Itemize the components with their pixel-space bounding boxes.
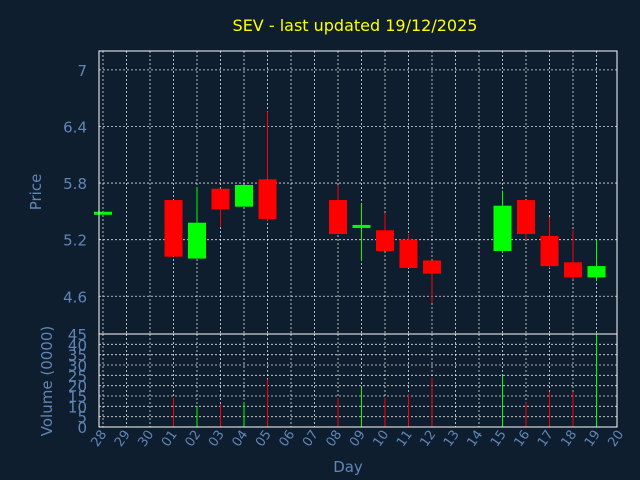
candle-body xyxy=(258,179,277,219)
candle-04 xyxy=(235,184,253,207)
candle-body xyxy=(587,266,606,278)
candle-body xyxy=(540,235,559,267)
volume-y-tick-label: 45 xyxy=(68,326,87,344)
volume-y-tick-label: 10 xyxy=(68,398,87,416)
price-y-tick-label: 5.2 xyxy=(63,232,87,250)
volume-panel-frame xyxy=(98,333,618,428)
candle-body xyxy=(164,200,183,257)
candles xyxy=(94,111,606,303)
volume-y-tick-label: 15 xyxy=(68,388,87,406)
price-y-tick-label: 7 xyxy=(77,62,87,80)
candle-03 xyxy=(211,188,230,227)
candle-11 xyxy=(399,234,418,268)
volume-y-tick-label: 20 xyxy=(68,378,87,396)
price-y-tick-label: 4.6 xyxy=(63,288,87,306)
x-tick-labels: 28 29 30 01 02 03 04 05 06 07 08 09 10 11 12 13 14 15 16 17… xyxy=(88,428,627,450)
candle-16 xyxy=(517,200,535,240)
candle-09 xyxy=(352,203,371,261)
candle-12 xyxy=(423,260,441,303)
volume-y-tick-label: 0 xyxy=(77,419,87,437)
volume-y-tick-label: 40 xyxy=(68,336,87,354)
candle-body xyxy=(493,205,512,251)
candle-10 xyxy=(376,213,394,251)
candle-body xyxy=(517,200,535,235)
candle-19 xyxy=(587,239,606,282)
volume-y-tick-label: 35 xyxy=(68,347,87,365)
candle-17 xyxy=(540,217,559,268)
candle-body xyxy=(352,224,371,228)
chart-title: SEV - last updated 19/12/2025 xyxy=(233,16,478,35)
candle-body xyxy=(564,262,582,278)
candle-body xyxy=(329,200,347,235)
candle-08 xyxy=(329,184,347,235)
volume-y-tick-label: 25 xyxy=(68,367,87,385)
price-y-tick-labels: 4.6 5.2 5.8 6.4 7 xyxy=(63,62,87,306)
candle-28 xyxy=(94,211,112,215)
volume-y-tick-label: 30 xyxy=(68,357,87,375)
candle-body xyxy=(188,222,206,259)
price-axis-title: Price xyxy=(27,174,45,211)
candle-02 xyxy=(188,186,206,259)
volume-bars xyxy=(173,334,597,427)
volume-y-tick-label: 5 xyxy=(77,409,87,427)
candle-18 xyxy=(564,230,582,280)
price-y-tick-label: 5.8 xyxy=(63,175,87,193)
volume-axis-title: Volume (0000) xyxy=(38,326,56,436)
candle-01 xyxy=(164,200,183,257)
candle-body xyxy=(423,260,441,274)
candle-05 xyxy=(258,111,277,221)
candle-body xyxy=(94,211,112,215)
candle-15 xyxy=(493,190,512,253)
candle-body xyxy=(376,230,394,251)
price-y-tick-label: 6.4 xyxy=(63,118,87,136)
candle-body xyxy=(399,239,418,268)
candle-body xyxy=(235,184,253,207)
x-axis-title: Day xyxy=(333,458,363,476)
candle-body xyxy=(211,188,230,210)
